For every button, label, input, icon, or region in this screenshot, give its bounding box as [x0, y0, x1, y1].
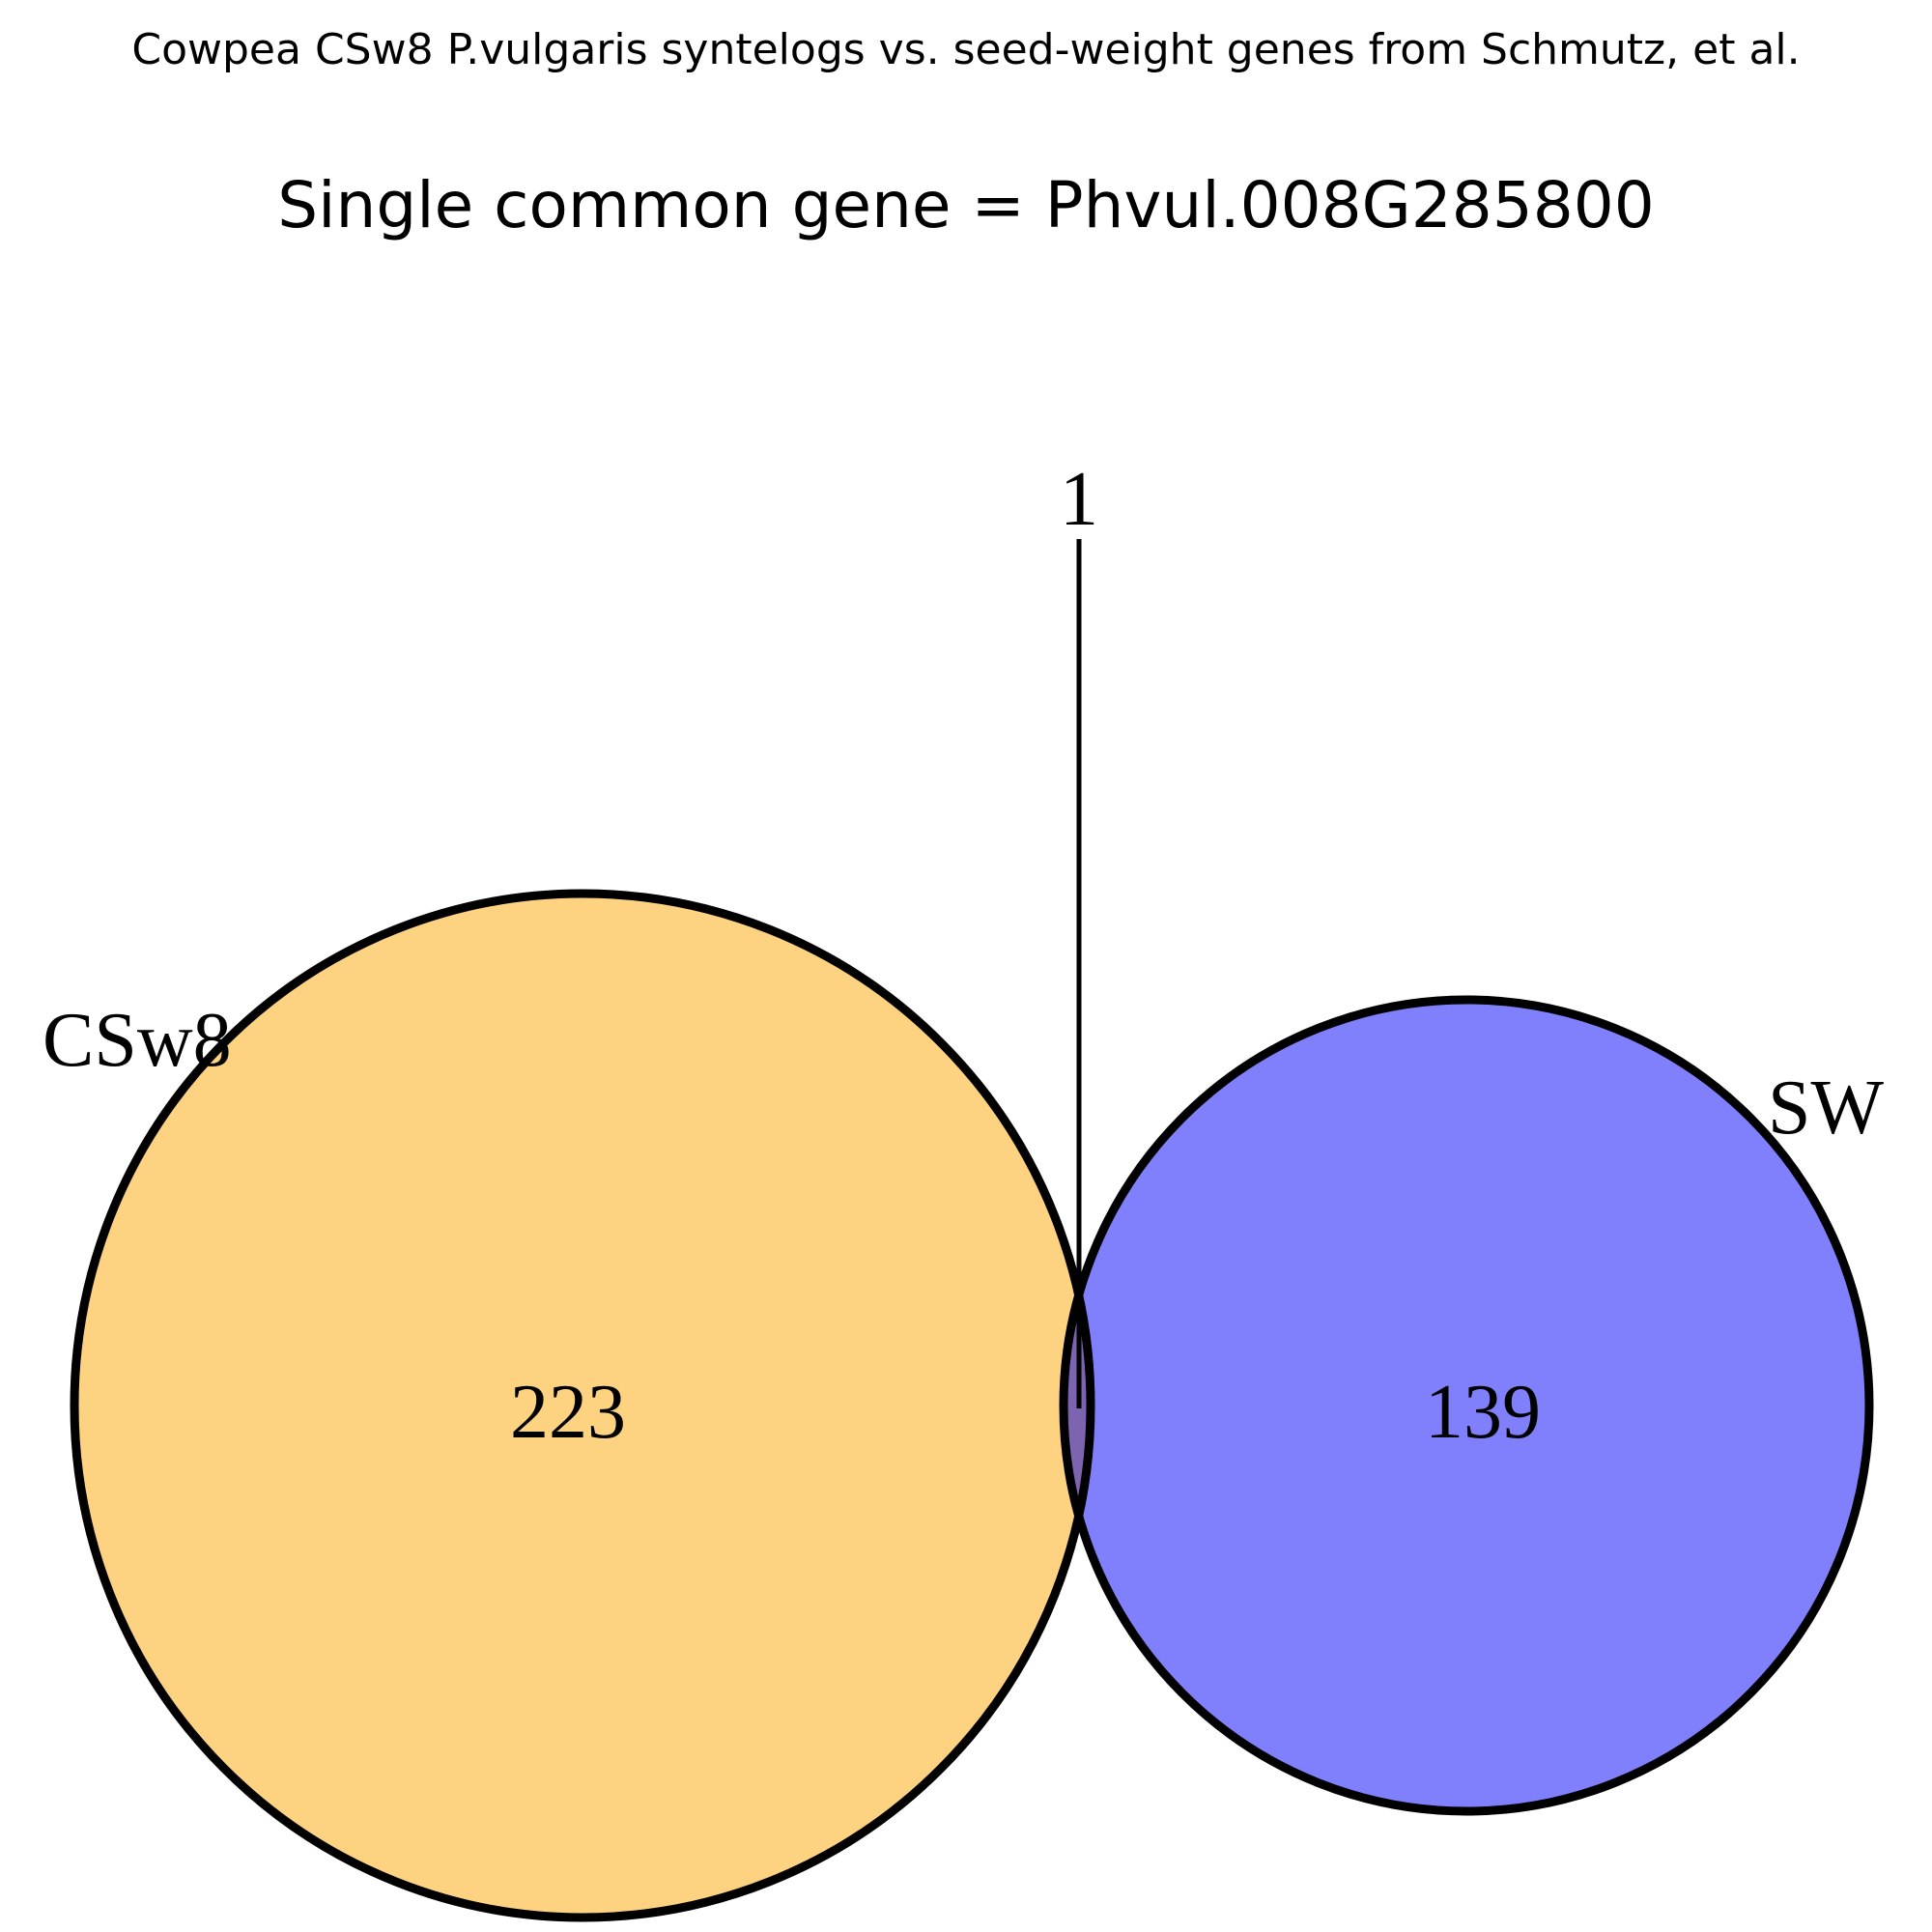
- diagram-title: Cowpea CSw8 P.vulgaris syntelogs vs. see…: [131, 25, 1800, 74]
- set-outline-sw: [1059, 995, 1874, 1816]
- diagram-subtitle: Single common gene = Phvul.008G285800: [277, 168, 1654, 242]
- set-label-csw8: CSw8: [43, 998, 232, 1083]
- sw-only-count: 139: [1425, 1370, 1541, 1455]
- set-circle-csw8: [74, 894, 1091, 1918]
- set-circle-sw: [1064, 1000, 1869, 1811]
- set-label-sw: SW: [1768, 1065, 1884, 1151]
- intersection-count: 1: [1060, 457, 1098, 542]
- csw8-only-count: 223: [510, 1370, 626, 1455]
- set-outline-csw8: [70, 889, 1095, 1922]
